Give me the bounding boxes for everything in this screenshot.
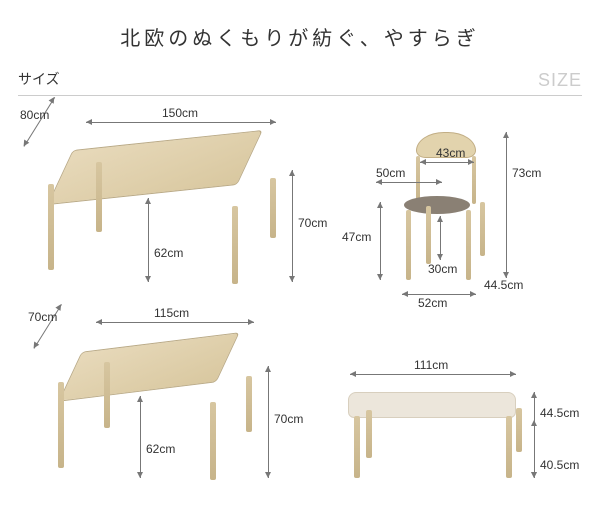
table150-top (47, 130, 263, 205)
arrow-table150-under (148, 198, 149, 282)
arrow-table115-under (140, 396, 141, 478)
dim-bench-under: 40.5cm (540, 458, 579, 472)
section-underline (18, 95, 582, 96)
cell-bench: 111cm 44.5cm 40.5cm (320, 306, 600, 506)
arrow-chair-seatw (376, 182, 442, 183)
chair-seat (404, 196, 470, 214)
section-label-jp: サイズ (18, 69, 60, 91)
chair-leg (406, 210, 411, 280)
bench-leg (506, 416, 512, 478)
section-header: サイズ SIZE (0, 69, 600, 91)
arrow-chair-backw (420, 162, 474, 163)
dim-table150-under: 62cm (154, 246, 183, 260)
dim-table150-width: 150cm (162, 106, 198, 120)
bench-seat (348, 392, 516, 418)
bench-leg (366, 410, 372, 458)
bench-leg (354, 416, 360, 478)
arrow-table115-width (96, 322, 254, 323)
table150-leg (96, 162, 102, 232)
cell-table-150: 150cm 80cm 70cm 62cm (0, 106, 320, 306)
arrow-table115-height (268, 366, 269, 478)
table115-leg (104, 362, 110, 428)
dim-chair-seatw: 50cm (376, 166, 405, 180)
section-label-en: SIZE (538, 70, 582, 91)
arrow-chair-height (506, 132, 507, 278)
dim-bench-width: 111cm (414, 358, 448, 372)
cell-table-115: 115cm 70cm 70cm 62cm (0, 306, 320, 506)
bench-leg (516, 408, 522, 452)
dim-table115-depth: 70cm (28, 310, 57, 324)
dim-table115-under: 62cm (146, 442, 175, 456)
chair-leg (426, 206, 431, 264)
dim-table115-height: 70cm (274, 412, 303, 426)
headline: 北欧のぬくもりが紡ぐ、やすらぎ (0, 0, 600, 69)
chair-leg (480, 202, 485, 256)
arrow-table150-height (292, 170, 293, 282)
cell-chair: 50cm 43cm 73cm 47cm 30cm 52cm 44.5cm (320, 106, 600, 306)
arrow-chair-seatd (440, 216, 441, 260)
arrow-chair-seath (380, 202, 381, 280)
dim-table150-depth: 80cm (20, 108, 49, 122)
arrow-table150-width (86, 122, 276, 123)
arrow-bench-under (534, 420, 535, 478)
arrow-bench-width (350, 374, 516, 375)
dim-chair-seatd: 30cm (428, 262, 457, 276)
chair-leg (466, 210, 471, 280)
dim-chair-seath: 47cm (342, 230, 371, 244)
table115-top (58, 332, 239, 401)
dim-chair-backw: 43cm (436, 146, 465, 160)
table150-leg (232, 206, 238, 284)
dim-bench-height: 44.5cm (540, 406, 579, 420)
dim-chair-side: 44.5cm (484, 278, 523, 292)
furniture-grid: 150cm 80cm 70cm 62cm 50cm 43cm 73cm 47cm (0, 106, 600, 506)
table115-leg (246, 376, 252, 432)
dim-chair-height: 73cm (512, 166, 541, 180)
table150-leg (48, 184, 54, 270)
table115-leg (210, 402, 216, 480)
table150-leg (270, 178, 276, 238)
table115-leg (58, 382, 64, 468)
arrow-chair-depth (402, 294, 476, 295)
dim-table115-width: 115cm (154, 306, 189, 320)
